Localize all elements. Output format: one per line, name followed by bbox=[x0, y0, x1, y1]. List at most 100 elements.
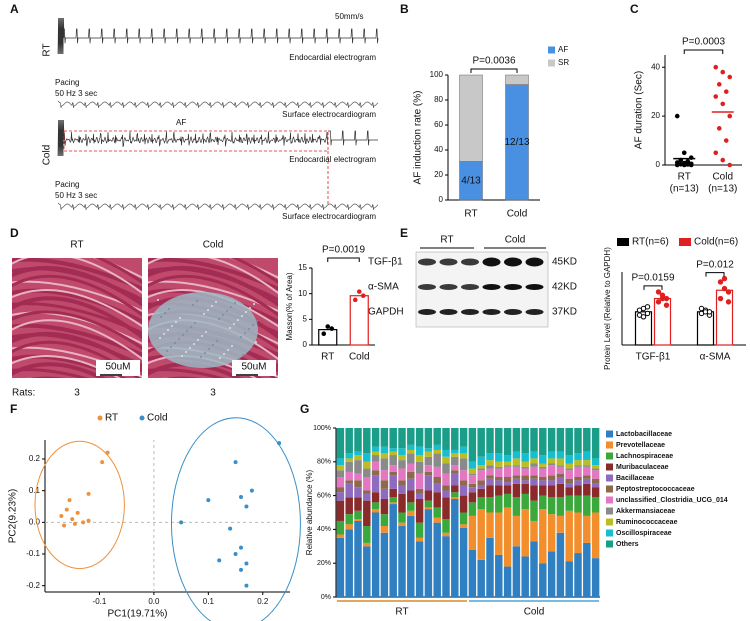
bar-segment bbox=[415, 493, 424, 499]
bar-segment bbox=[424, 509, 433, 597]
point bbox=[179, 520, 184, 525]
legend-label: Prevotellaceae bbox=[616, 442, 665, 449]
speckle bbox=[226, 310, 228, 312]
bar-segment bbox=[547, 465, 556, 476]
bar-segment bbox=[363, 490, 371, 494]
bar-segment bbox=[442, 449, 450, 457]
speckle bbox=[193, 343, 195, 345]
x-tick-label: RT bbox=[464, 209, 477, 220]
legend-swatch bbox=[617, 238, 629, 246]
confidence-ellipse bbox=[170, 417, 301, 621]
bar-segment bbox=[345, 428, 353, 454]
bar-segment bbox=[583, 465, 591, 467]
bar-segment bbox=[539, 468, 547, 478]
y-tick-label: 20 bbox=[651, 111, 660, 120]
bar-segment bbox=[415, 461, 424, 474]
dot bbox=[720, 101, 726, 107]
bar-segment bbox=[565, 470, 573, 479]
bar-segment bbox=[415, 428, 424, 447]
y-tick-label: 0.2 bbox=[29, 454, 41, 463]
fiber bbox=[12, 288, 142, 328]
bar-segment bbox=[398, 460, 406, 469]
dot bbox=[723, 138, 729, 143]
point bbox=[64, 507, 69, 512]
bar-segment bbox=[495, 495, 503, 513]
bar-segment bbox=[363, 500, 371, 527]
size-label: 42KD bbox=[552, 282, 577, 293]
bar-segment bbox=[503, 461, 512, 466]
legend-label: Ruminococcaceae bbox=[616, 519, 678, 526]
legend-label: Oscillospiraceae bbox=[616, 530, 672, 537]
bar-segment bbox=[363, 453, 371, 462]
speckle bbox=[178, 338, 180, 340]
significance-bracket bbox=[643, 285, 663, 290]
bar-segment bbox=[371, 446, 380, 452]
bar-segment bbox=[486, 497, 494, 513]
bar-segment bbox=[591, 470, 600, 479]
speckle bbox=[238, 358, 240, 360]
p-value: P=0.0036 bbox=[472, 56, 516, 67]
bar-segment bbox=[547, 514, 556, 552]
bar-segment bbox=[521, 461, 529, 467]
bar bbox=[349, 295, 369, 346]
y-tick-label: -0.1 bbox=[26, 549, 40, 558]
bar-segment bbox=[591, 487, 600, 498]
bar-segment bbox=[433, 483, 441, 493]
bar-segment bbox=[565, 468, 573, 471]
bar-segment bbox=[336, 487, 345, 493]
bar-segment bbox=[363, 428, 371, 454]
bar-segment bbox=[583, 475, 591, 479]
bar-segment bbox=[389, 428, 397, 449]
bar-segment bbox=[521, 466, 529, 469]
bar-segment bbox=[468, 473, 477, 476]
bar-segment bbox=[556, 483, 565, 498]
bar-segment bbox=[433, 522, 441, 597]
bar-segment bbox=[354, 428, 362, 452]
bar-segment bbox=[433, 492, 441, 508]
bar-segment bbox=[556, 497, 565, 516]
bar-segment bbox=[415, 537, 424, 542]
bar-segment bbox=[468, 502, 477, 516]
bar bbox=[634, 311, 653, 346]
bar-segment bbox=[591, 558, 600, 597]
fiber bbox=[228, 258, 278, 279]
bar-segment bbox=[574, 460, 582, 466]
bar-segment bbox=[345, 480, 353, 484]
speckle bbox=[203, 313, 205, 315]
bar-segment bbox=[468, 515, 477, 550]
bar-segment bbox=[424, 428, 433, 449]
band bbox=[418, 309, 436, 315]
bar-segment bbox=[521, 483, 529, 494]
bar-segment bbox=[556, 458, 565, 466]
bar-segment bbox=[380, 498, 389, 515]
dot bbox=[725, 299, 732, 305]
bar-segment bbox=[407, 478, 415, 491]
legend-label: Lachnospiraceae bbox=[616, 453, 673, 460]
label: Surface electrocardiogram bbox=[282, 212, 376, 221]
bar-segment bbox=[354, 473, 362, 481]
bar-segment bbox=[371, 492, 380, 503]
bar-segment bbox=[354, 520, 362, 597]
bar-segment bbox=[380, 458, 389, 471]
axis-title: Relative abundance (%) bbox=[305, 469, 314, 555]
fiber bbox=[148, 267, 278, 302]
legend-label: RT bbox=[105, 413, 118, 424]
legend-swatch bbox=[606, 441, 613, 449]
bar-segment bbox=[398, 468, 406, 481]
legend-swatch bbox=[606, 518, 613, 526]
bar-segment bbox=[442, 456, 450, 464]
legend-label: unclassified_Clostridia_UCG_014 bbox=[616, 497, 728, 504]
bar-segment bbox=[539, 463, 547, 467]
bar-segment bbox=[407, 449, 415, 454]
y-tick-label: -0.2 bbox=[26, 581, 40, 590]
bar-segment bbox=[547, 480, 556, 486]
bar-segment bbox=[442, 463, 450, 474]
bar-segment bbox=[530, 466, 538, 476]
speckle bbox=[256, 320, 258, 322]
legend-label: RT(n=6) bbox=[632, 237, 669, 248]
bar-segment bbox=[424, 507, 433, 510]
bar-segment bbox=[415, 455, 424, 462]
bar-segment bbox=[486, 537, 494, 597]
legend-swatch bbox=[548, 46, 555, 54]
bar-segment bbox=[565, 478, 573, 484]
